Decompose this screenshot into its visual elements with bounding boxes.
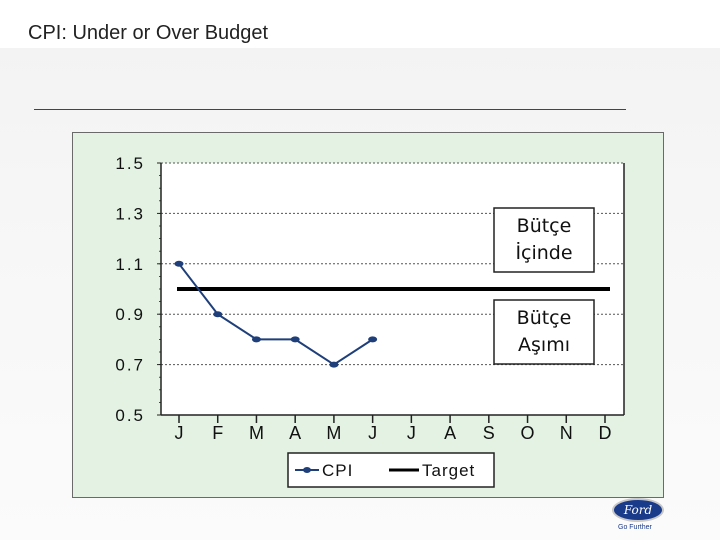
cpi-point <box>174 260 184 267</box>
x-tick-label: F <box>212 423 223 443</box>
x-tick-label: M <box>326 423 341 443</box>
annotation-over-budget: Bütçe Aşımı <box>493 299 595 365</box>
legend: CPI Target <box>287 452 495 488</box>
x-tick-label: A <box>444 423 456 443</box>
chart-panel: 0.5 0.7 0.9 1.1 1.3 1.5 J F M A M J J A S O N D Bütçe İçind… <box>72 132 664 498</box>
cpi-line <box>178 263 374 366</box>
legend-target-label: Target <box>422 461 475 480</box>
annotation-under-budget: Bütçe İçinde <box>493 207 595 273</box>
annotation-label-line2: Aşımı <box>518 334 570 356</box>
ford-logo: Ford Go Further <box>606 498 674 538</box>
logo-tagline: Go Further <box>618 524 652 531</box>
annotation-box <box>493 207 595 273</box>
y-tick-label: 0.5 <box>115 406 145 425</box>
x-tick-label: A <box>289 423 301 443</box>
title-divider <box>34 109 626 110</box>
y-tick-label: 1.3 <box>115 204 145 223</box>
cpi-point <box>329 361 339 368</box>
x-tick-label: M <box>249 423 264 443</box>
annotation-label-line1: Bütçe <box>517 307 572 329</box>
slide-title: CPI: Under or Over Budget <box>28 22 269 44</box>
y-tick-label: 0.7 <box>115 356 145 375</box>
cpi-point <box>213 311 223 318</box>
annotation-label-line2: İçinde <box>515 241 572 264</box>
cpi-chart: 0.5 0.7 0.9 1.1 1.3 1.5 J F M A M J J A S O N D Bütçe İçind… <box>115 154 625 488</box>
x-tick-label: J <box>368 423 377 443</box>
annotation-label-line1: Bütçe <box>517 215 572 237</box>
y-tick-label: 1.1 <box>115 255 145 274</box>
x-tick-label: O <box>521 423 535 443</box>
y-tick-label: 1.5 <box>115 154 145 173</box>
x-tick-label: N <box>560 423 573 443</box>
x-tick-label: J <box>407 423 416 443</box>
x-tick-label: S <box>483 423 495 443</box>
cpi-point <box>368 336 378 343</box>
legend-cpi-label: CPI <box>322 461 353 480</box>
cpi-point <box>251 336 261 343</box>
y-tick-label: 0.9 <box>115 305 145 324</box>
x-tick-label: J <box>175 423 184 443</box>
ford-oval-icon: Ford <box>612 498 664 522</box>
cpi-point <box>290 336 300 343</box>
legend-cpi-marker <box>303 467 311 473</box>
x-tick-label: D <box>599 423 612 443</box>
annotation-box <box>493 299 595 365</box>
